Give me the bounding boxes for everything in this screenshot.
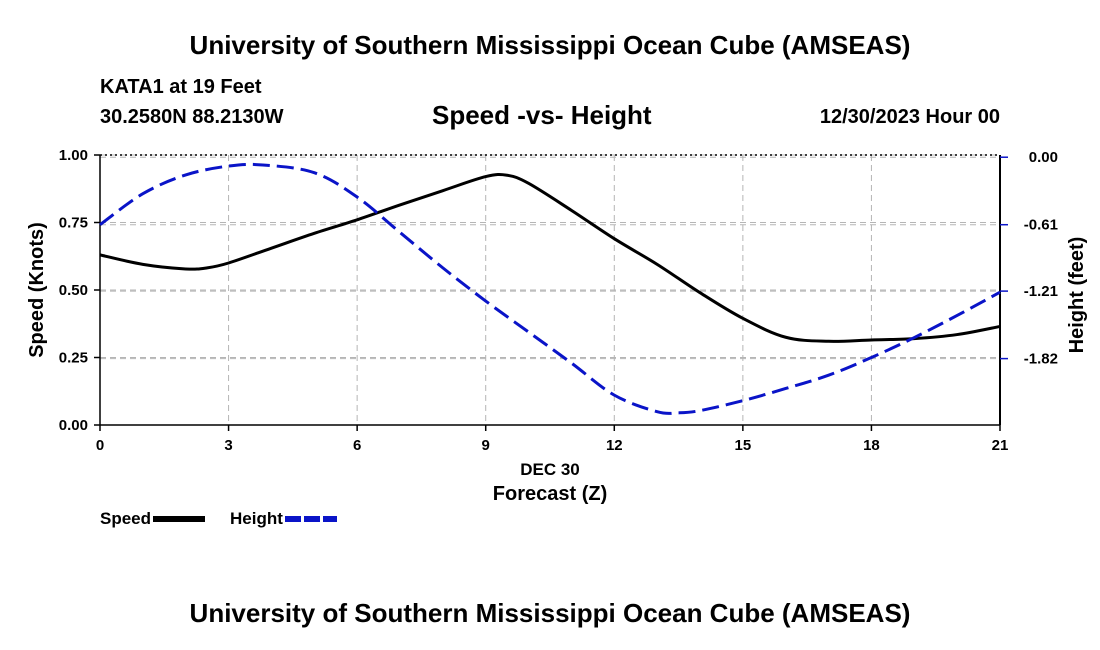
y2-tick-label: -1.82 <box>1024 351 1058 368</box>
x-tick-label: 9 <box>482 437 490 454</box>
y-tick-label: 0.00 <box>59 417 88 434</box>
y-tick-label: 1.00 <box>59 147 88 164</box>
x-tick-label: 12 <box>606 437 623 454</box>
footer-title: University of Southern Mississippi Ocean… <box>189 598 911 628</box>
x-tick-label: 21 <box>992 437 1009 454</box>
legend-speed-label: Speed <box>100 509 152 528</box>
legend-height: Height <box>230 509 337 529</box>
x-date-label: DEC 30 <box>520 460 580 479</box>
y2-axis-label: Height (feet) <box>1066 237 1088 354</box>
legend-height-swatch <box>284 516 337 522</box>
x-axis-label: Forecast (Z) <box>493 483 607 505</box>
datetime-label: 12/30/2023 Hour 00 <box>819 106 1000 128</box>
series-layer <box>99 162 1001 415</box>
y-tick-label: 0.50 <box>59 282 88 299</box>
x-tick-label: 0 <box>96 437 104 454</box>
y2-tick-label: 0.00 <box>1029 149 1058 166</box>
y2-tick-label: -0.61 <box>1024 217 1058 234</box>
speed-series-line <box>99 173 1001 343</box>
y-tick-label: 0.75 <box>59 215 88 232</box>
axis-layer: 0 3 6 9 12 15 18 21 0.00 0.25 0.50 0.75 1.00 0.00 -0.6… <box>59 147 1058 454</box>
page-title: University of Southern Mississippi Ocean… <box>189 30 911 60</box>
x-tick-label: 18 <box>863 437 880 454</box>
height-series-line <box>99 162 1001 415</box>
legend-speed: Speed <box>100 509 206 529</box>
y-axis-label: Speed (Knots) <box>26 222 48 358</box>
legend-height-label: Height <box>230 509 283 528</box>
y-tick-label: 0.25 <box>59 350 88 367</box>
y2-tick-label: -1.21 <box>1024 283 1058 300</box>
x-tick-label: 6 <box>353 437 361 454</box>
chart-subtitle: Speed -vs- Height <box>432 100 652 130</box>
coordinates-label: 30.2580N 88.2130W <box>100 106 284 128</box>
legend-speed-swatch <box>153 516 206 522</box>
x-tick-label: 15 <box>735 437 752 454</box>
x-tick-label: 3 <box>224 437 232 454</box>
station-label: KATA1 at 19 Feet <box>100 76 262 98</box>
